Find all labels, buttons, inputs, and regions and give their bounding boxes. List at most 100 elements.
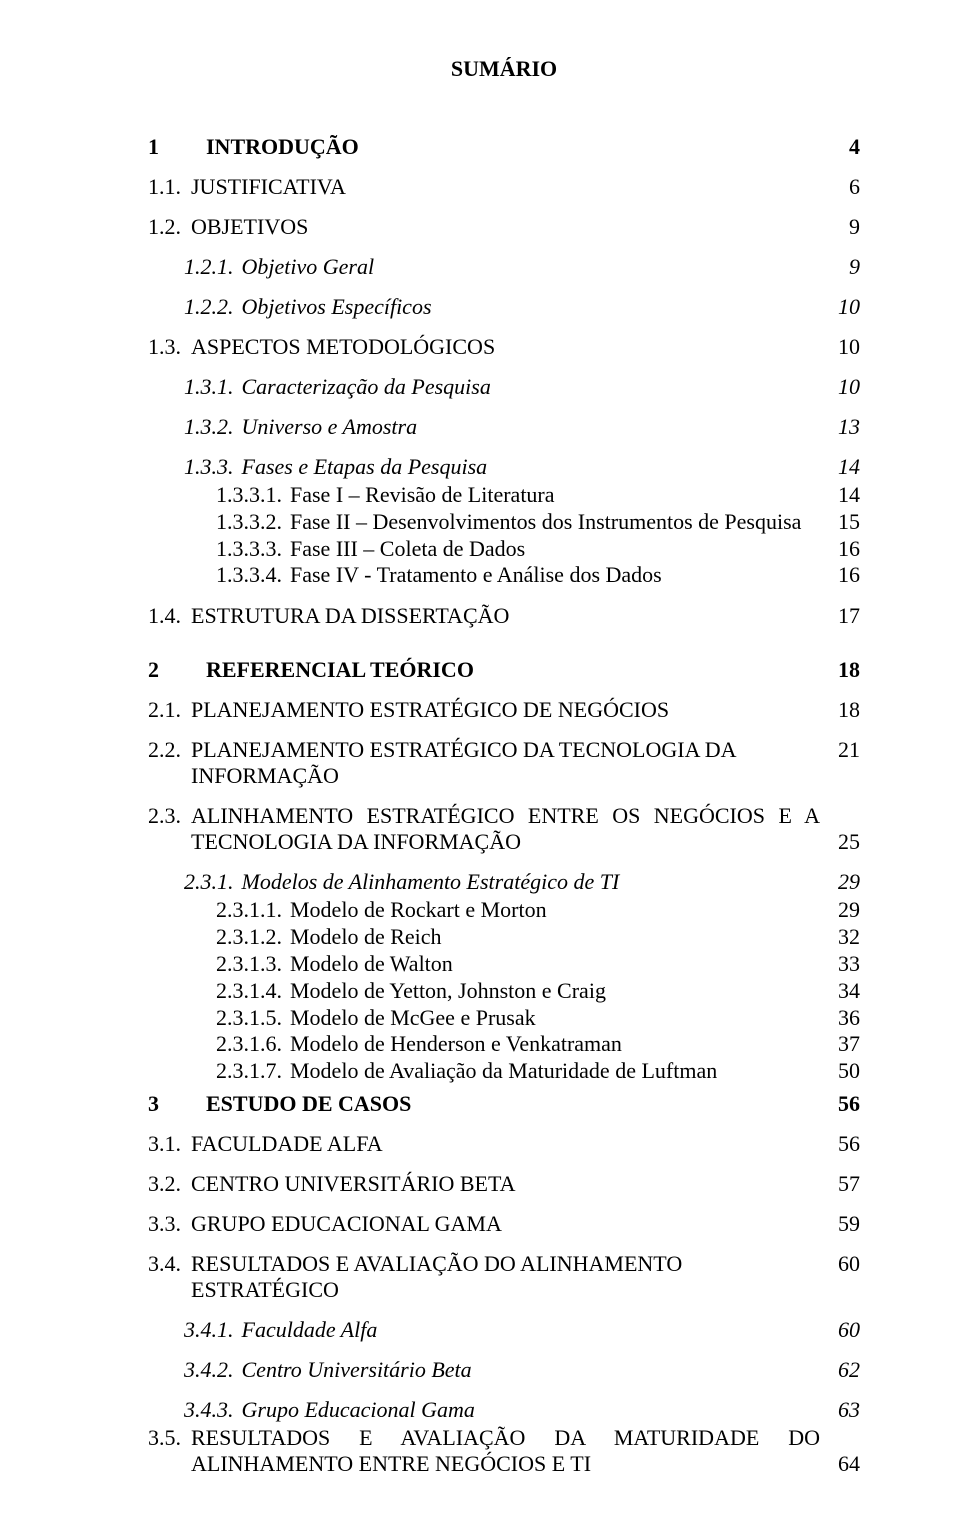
table-of-contents: 1INTRODUÇÃO41.1.JUSTIFICATIVA61.2.OBJETI… bbox=[148, 134, 860, 1477]
toc-entry-number: 1.4. bbox=[148, 603, 191, 629]
toc-entry-text: Modelo de Walton bbox=[290, 951, 820, 978]
toc-entry: 3.4.1.Faculdade Alfa60 bbox=[148, 1317, 860, 1343]
toc-entry-number: 3.4.3. bbox=[184, 1397, 242, 1423]
toc-entry-label: 2.1.PLANEJAMENTO ESTRATÉGICO DE NEGÓCIOS bbox=[148, 697, 832, 723]
toc-entry-label: 2.3.1.3.Modelo de Walton bbox=[148, 951, 832, 978]
toc-entry-number: 3.4.2. bbox=[184, 1357, 242, 1383]
toc-entry-label: 2REFERENCIAL TEÓRICO bbox=[148, 657, 832, 683]
toc-entry-text: GRUPO EDUCACIONAL GAMA bbox=[191, 1211, 820, 1237]
toc-entry-text: Fase I – Revisão de Literatura bbox=[290, 482, 820, 509]
toc-entry-text: FACULDADE ALFA bbox=[191, 1131, 820, 1157]
toc-entry: 1.2.2.Objetivos Específicos10 bbox=[148, 294, 860, 320]
toc-entry-text: Fase II – Desenvolvimentos dos Instrumen… bbox=[290, 509, 820, 536]
toc-entry-text: Fase III – Coleta de Dados bbox=[290, 536, 820, 563]
toc-entry-text: INTRODUÇÃO bbox=[206, 134, 820, 160]
toc-entry-page: 63 bbox=[832, 1397, 860, 1423]
toc-entry-text: Modelo de Rockart e Morton bbox=[290, 897, 820, 924]
toc-entry-label: 3.5.RESULTADOS E AVALIAÇÃO DA MATURIDADE… bbox=[148, 1425, 832, 1477]
toc-entry-label: 3.3.GRUPO EDUCACIONAL GAMA bbox=[148, 1211, 832, 1237]
toc-entry: 1.3.2.Universo e Amostra13 bbox=[148, 414, 860, 440]
toc-entry-page: 33 bbox=[832, 951, 860, 978]
toc-entry-label: 2.3.1.2.Modelo de Reich bbox=[148, 924, 832, 951]
toc-entry-page: 18 bbox=[832, 657, 860, 683]
toc-entry-label: 2.3.1.7.Modelo de Avaliação da Maturidad… bbox=[148, 1058, 832, 1085]
toc-entry-page: 56 bbox=[832, 1131, 860, 1157]
toc-entry-page: 37 bbox=[832, 1031, 860, 1058]
toc-entry-page: 29 bbox=[832, 897, 860, 924]
toc-entry-text: RESULTADOS E AVALIAÇÃO DA MATURIDADE DO … bbox=[191, 1425, 820, 1477]
toc-entry-text: REFERENCIAL TEÓRICO bbox=[206, 657, 820, 683]
toc-entry-number: 2.2. bbox=[148, 737, 191, 763]
toc-entry-page: 4 bbox=[832, 134, 860, 160]
toc-entry: 3.1.FACULDADE ALFA56 bbox=[148, 1131, 860, 1157]
toc-entry-number: 2.3.1.7. bbox=[216, 1058, 290, 1085]
toc-entry: 1.2.OBJETIVOS 9 bbox=[148, 214, 860, 240]
toc-entry: 3.3.GRUPO EDUCACIONAL GAMA59 bbox=[148, 1211, 860, 1237]
toc-entry-page: 14 bbox=[832, 482, 860, 509]
toc-entry-text: OBJETIVOS bbox=[191, 214, 820, 240]
toc-entry-page: 32 bbox=[832, 924, 860, 951]
toc-entry-text: PLANEJAMENTO ESTRATÉGICO DA TECNOLOGIA D… bbox=[191, 737, 820, 789]
toc-entry: 1.4.ESTRUTURA DA DISSERTAÇÃO17 bbox=[148, 603, 860, 629]
toc-entry-label: 1.2.2.Objetivos Específicos bbox=[148, 294, 832, 320]
toc-entry-page: 60 bbox=[832, 1317, 860, 1343]
toc-entry-text: Fases e Etapas da Pesquisa bbox=[242, 454, 821, 480]
toc-entry-text: Universo e Amostra bbox=[242, 414, 821, 440]
toc-entry-page: 15 bbox=[832, 509, 860, 536]
toc-entry: 2.3.1.5.Modelo de McGee e Prusak36 bbox=[148, 1005, 860, 1032]
toc-entry-number: 2.3.1.6. bbox=[216, 1031, 290, 1058]
toc-entry-label: 1.3.3.2.Fase II – Desenvolvimentos dos I… bbox=[148, 509, 832, 536]
toc-entry-text: PLANEJAMENTO ESTRATÉGICO DE NEGÓCIOS bbox=[191, 697, 820, 723]
toc-entry-page: 57 bbox=[832, 1171, 860, 1197]
toc-entry-text: JUSTIFICATIVA bbox=[191, 174, 820, 200]
toc-entry-number: 3.4. bbox=[148, 1251, 191, 1277]
toc-entry: 1.3.3.4.Fase IV - Tratamento e Análise d… bbox=[148, 562, 860, 589]
toc-entry: 3.4.2.Centro Universitário Beta62 bbox=[148, 1357, 860, 1383]
toc-entry-page: 9 bbox=[832, 214, 860, 240]
toc-entry-label: 1INTRODUÇÃO bbox=[148, 134, 832, 160]
toc-entry-page: 29 bbox=[832, 869, 860, 895]
toc-entry-label: 1.3.3.1.Fase I – Revisão de Literatura bbox=[148, 482, 832, 509]
toc-entry-number: 2.3.1.2. bbox=[216, 924, 290, 951]
toc-entry-label: 1.1.JUSTIFICATIVA bbox=[148, 174, 832, 200]
toc-entry-number: 1.2. bbox=[148, 214, 191, 240]
toc-entry-label: 1.3.ASPECTOS METODOLÓGICOS bbox=[148, 334, 832, 360]
toc-entry-number: 1.3.3.4. bbox=[216, 562, 290, 589]
toc-entry: 2.1.PLANEJAMENTO ESTRATÉGICO DE NEGÓCIOS… bbox=[148, 697, 860, 723]
toc-entry-label: 3.4.3.Grupo Educacional Gama bbox=[148, 1397, 832, 1423]
toc-entry: 1.3.ASPECTOS METODOLÓGICOS10 bbox=[148, 334, 860, 360]
document-page: SUMÁRIO 1INTRODUÇÃO41.1.JUSTIFICATIVA61.… bbox=[0, 0, 960, 1535]
toc-entry-page: 9 bbox=[832, 254, 860, 280]
toc-entry-number: 2.3.1.3. bbox=[216, 951, 290, 978]
page-title: SUMÁRIO bbox=[148, 56, 860, 82]
toc-entry-label: 2.3.ALINHAMENTO ESTRATÉGICO ENTRE OS NEG… bbox=[148, 803, 832, 855]
toc-entry: 1.3.3.1.Fase I – Revisão de Literatura14 bbox=[148, 482, 860, 509]
toc-entry-number: 1.3.3.3. bbox=[216, 536, 290, 563]
toc-entry-number: 1.3. bbox=[148, 334, 191, 360]
toc-entry-page: 36 bbox=[832, 1005, 860, 1032]
toc-entry: 3.4.3.Grupo Educacional Gama63 bbox=[148, 1397, 860, 1423]
toc-entry-text: ALINHAMENTO ESTRATÉGICO ENTRE OS NEGÓCIO… bbox=[191, 803, 820, 855]
toc-entry-text: Centro Universitário Beta bbox=[242, 1357, 821, 1383]
toc-entry-number: 3.2. bbox=[148, 1171, 191, 1197]
toc-entry-label: 3.4.RESULTADOS E AVALIAÇÃO DO ALINHAMENT… bbox=[148, 1251, 832, 1303]
toc-entry-text: Modelo de Henderson e Venkatraman bbox=[290, 1031, 820, 1058]
toc-entry-number: 3 bbox=[148, 1091, 206, 1117]
toc-entry: 1.1.JUSTIFICATIVA6 bbox=[148, 174, 860, 200]
toc-entry-text: ASPECTOS METODOLÓGICOS bbox=[191, 334, 820, 360]
toc-entry-number: 2.1. bbox=[148, 697, 191, 723]
toc-entry-page: 17 bbox=[832, 603, 860, 629]
toc-entry-page: 50 bbox=[832, 1058, 860, 1085]
toc-entry-label: 1.3.3.Fases e Etapas da Pesquisa bbox=[148, 454, 832, 480]
toc-entry-page: 25 bbox=[832, 829, 860, 855]
toc-entry-text: Modelo de Yetton, Johnston e Craig bbox=[290, 978, 820, 1005]
toc-entry-number: 1.3.3.1. bbox=[216, 482, 290, 509]
toc-entry-label: 1.3.3.4.Fase IV - Tratamento e Análise d… bbox=[148, 562, 832, 589]
toc-entry-page: 6 bbox=[832, 174, 860, 200]
toc-entry-label: 1.4.ESTRUTURA DA DISSERTAÇÃO bbox=[148, 603, 832, 629]
toc-entry: 1.3.3.3.Fase III – Coleta de Dados16 bbox=[148, 536, 860, 563]
toc-entry-number: 2.3.1. bbox=[184, 869, 242, 895]
toc-entry-number: 2.3.1.4. bbox=[216, 978, 290, 1005]
toc-entry-text: Objetivo Geral bbox=[242, 254, 821, 280]
toc-entry: 2.3.1.2.Modelo de Reich32 bbox=[148, 924, 860, 951]
